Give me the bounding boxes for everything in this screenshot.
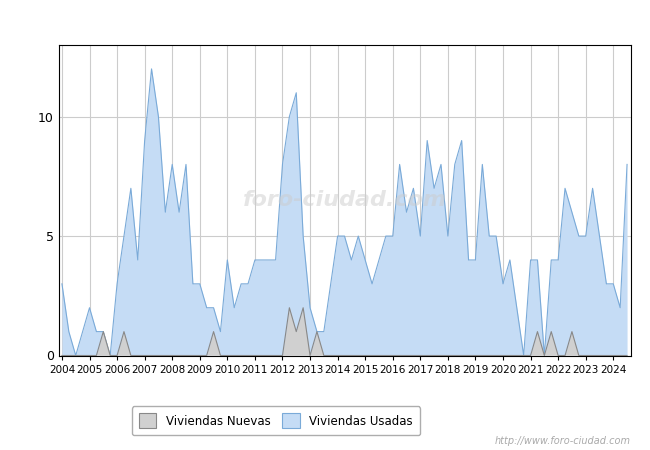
Text: Garrovillas de Alconétar - Evolucion del Nº de Transacciones Inmobiliarias: Garrovillas de Alconétar - Evolucion del… bbox=[79, 12, 571, 24]
Text: http://www.foro-ciudad.com: http://www.foro-ciudad.com bbox=[495, 436, 630, 446]
Text: foro-ciudad.com: foro-ciudad.com bbox=[242, 190, 447, 210]
Legend: Viviendas Nuevas, Viviendas Usadas: Viviendas Nuevas, Viviendas Usadas bbox=[131, 406, 420, 435]
